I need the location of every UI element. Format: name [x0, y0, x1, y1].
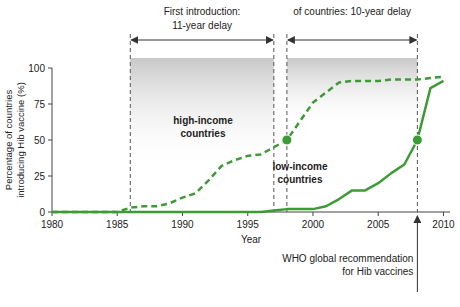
delay-boundary	[286, 34, 287, 212]
x-tick-label: 1980	[41, 219, 64, 230]
series-label: high-income countries	[173, 115, 233, 139]
series-line	[52, 77, 443, 212]
y-tick-label: 25	[34, 171, 46, 182]
y-tick-label: 100	[28, 63, 45, 74]
x-tick-label: 2000	[302, 219, 325, 230]
series-label-line: countries	[277, 174, 322, 185]
y-axis-label: Percentage of countries	[3, 90, 14, 191]
delay-boundary	[417, 34, 418, 212]
delay-arrow	[288, 40, 416, 41]
y-tick-label: 0	[39, 207, 45, 218]
chart: First introduction: 11-year delay of count…	[0, 0, 460, 307]
annotation-text: 11-year delay	[172, 20, 232, 31]
x-tick	[312, 212, 313, 216]
y-tick	[48, 140, 52, 141]
x-axis-label: Year	[241, 234, 262, 245]
y-axis-label: introducing Hib vaccine (%)	[15, 82, 26, 198]
delay-arrow	[131, 40, 273, 41]
y-tick	[48, 176, 52, 177]
series-label-line: high-income	[173, 115, 233, 126]
series-label: low-income countries	[272, 161, 327, 185]
annotation-text: of countries: 10-year delay	[293, 6, 411, 17]
shaded-region	[130, 58, 274, 170]
delay-boundary	[130, 34, 131, 212]
annotation-text: First introduction:	[164, 6, 241, 17]
y-tick-label: 75	[34, 99, 46, 110]
y-tick	[48, 212, 52, 213]
x-tick-label: 1985	[106, 219, 129, 230]
x-tick	[378, 212, 379, 216]
series-label-line: countries	[180, 128, 225, 139]
x-tick-label: 2010	[432, 219, 455, 230]
series-label-line: low-income	[272, 161, 327, 172]
series-line	[52, 81, 443, 212]
recommendation-arrow	[417, 216, 418, 292]
x-tick	[443, 212, 444, 216]
x-tick-label: 1990	[171, 219, 194, 230]
recommendation-text: for Hib vaccines	[342, 266, 413, 277]
recommendation-text: WHO global recommendation	[282, 253, 413, 264]
y-tick	[48, 68, 52, 69]
shaded-region	[287, 58, 417, 128]
x-tick-label: 1995	[237, 219, 260, 230]
y-tick	[48, 104, 52, 105]
plot-area	[52, 77, 443, 212]
y-tick-label: 50	[34, 135, 46, 146]
highlight-point	[412, 135, 422, 145]
delay-boundary	[273, 34, 274, 212]
x-tick-label: 2005	[367, 219, 390, 230]
highlight-point	[282, 135, 292, 145]
